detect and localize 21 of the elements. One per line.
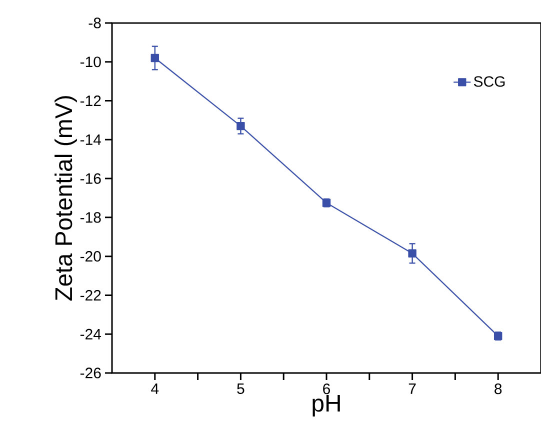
- x-tick-label: 8: [494, 384, 502, 394]
- point: [408, 249, 416, 258]
- y-tick-label: -16: [80, 173, 101, 184]
- y-tick-label: -8: [88, 18, 101, 28]
- y-tick-label: -22: [80, 290, 101, 300]
- y-tick-label: -26: [80, 368, 101, 378]
- x-tick-label: 7: [408, 384, 416, 394]
- point: [150, 54, 160, 62]
- x-tick-label: 4: [151, 384, 159, 394]
- x-tick-label: 6: [323, 384, 330, 394]
- y-tick-label: -24: [80, 328, 102, 340]
- x-axis-title: pH: [312, 395, 340, 417]
- y-tick-label: -18: [80, 212, 101, 223]
- y-tick-label: -10: [80, 56, 101, 68]
- y-tick-label: -20: [80, 251, 101, 262]
- x-tick-label: 5: [237, 384, 244, 394]
- point: [236, 122, 245, 130]
- legend-label: SCG: [474, 76, 505, 87]
- y-tick-label: -14: [80, 134, 102, 145]
- y-tick-label: -12: [80, 96, 101, 106]
- y-axis-title: Zeta Potential (mV): [54, 96, 77, 301]
